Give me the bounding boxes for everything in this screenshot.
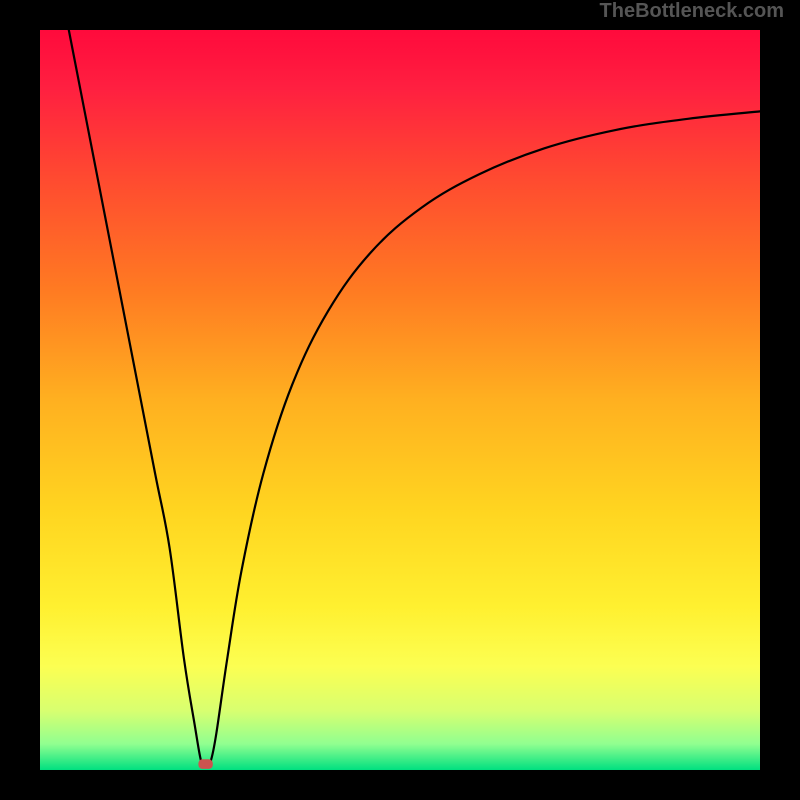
valley-marker xyxy=(198,759,212,769)
watermark-text: TheBottleneck.com xyxy=(600,0,784,23)
plot-area xyxy=(40,30,760,770)
chart-stage: TheBottleneck.com xyxy=(0,0,800,800)
chart-svg xyxy=(0,0,800,800)
